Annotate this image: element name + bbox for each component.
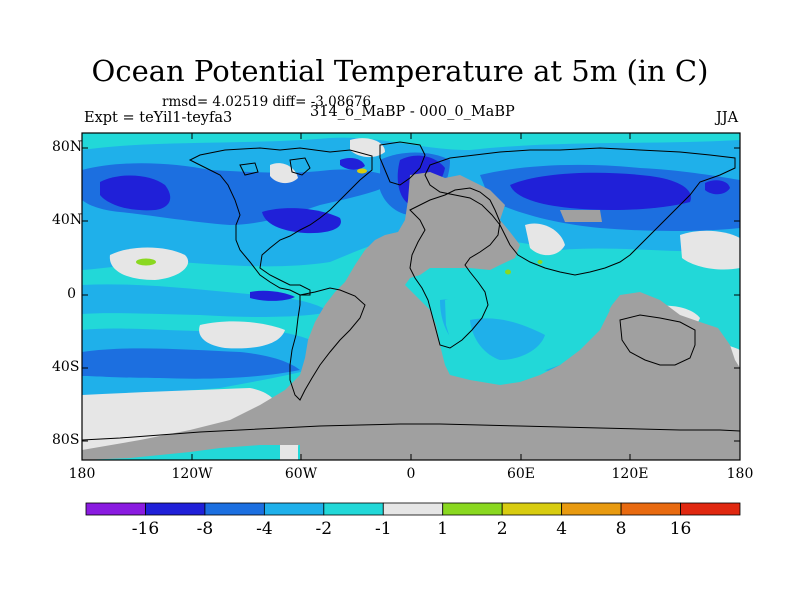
anomaly-spot-plus2-north: [357, 168, 367, 174]
colorbar-swatch: [620, 502, 681, 516]
lat-tick-label: 80S: [52, 432, 80, 448]
map-field: [82, 133, 740, 460]
coastline-antarctica: [82, 423, 740, 441]
season-label: JJA: [716, 110, 739, 126]
coastline-greenland: [379, 141, 426, 186]
colorbar-tick-label: -16: [131, 519, 160, 539]
anomaly-region-neutral-mid-east: [525, 223, 565, 256]
lat-tick-label: 0: [67, 286, 76, 302]
colorbar-swatch: [145, 502, 206, 516]
coastline-arctic-islands: [239, 157, 311, 176]
anomaly-spot-plus2-pac: [136, 258, 156, 266]
colorbar-tick-label: 4: [556, 519, 568, 539]
colorbar-tick-label: -4: [256, 519, 273, 539]
anomaly-region-minus4-npac: [82, 163, 400, 225]
anomaly-region-minus8-far-east: [705, 180, 730, 195]
colorbar-swatch: [85, 502, 146, 516]
lon-tick-label: 120E: [611, 466, 649, 482]
lat-tick-marks: [82, 147, 740, 442]
land-mass-south-block: [660, 362, 710, 382]
chart-title: Ocean Potential Temperature at 5m (in C): [91, 54, 709, 88]
anomaly-region-minus8-arctic: [340, 158, 365, 170]
colorbar: [85, 502, 741, 516]
colorbar-tick-label: 16: [669, 519, 692, 539]
anomaly-region-neutral-npac-east: [680, 230, 740, 270]
land-mass-interior-ocean-shade: [470, 318, 545, 360]
coastline-south-america: [289, 287, 366, 401]
land-mass-antarctic-strip: [300, 418, 740, 445]
lat-tick-label: 40N: [52, 212, 83, 228]
colorbar-tick-label: -1: [374, 519, 392, 539]
land-mass-east-block: [560, 210, 602, 222]
colorbar-tick-label: 8: [615, 519, 627, 539]
anomaly-spot-plus2-east2: [537, 260, 543, 264]
colorbar-swatch: [204, 502, 265, 516]
coastline-north-america: [188, 147, 373, 296]
lat-tick-label: 80N: [52, 139, 83, 155]
colorbar-swatch: [442, 502, 503, 516]
anomaly-region-minus8-npac-mid: [262, 208, 341, 234]
colorbar-swatch: [561, 502, 622, 516]
lat-tick-label: 40S: [52, 359, 80, 375]
colorbar-swatch: [501, 502, 563, 516]
colorbar-swatch: [263, 502, 325, 516]
anomaly-region-minus2-pacific-eq: [82, 284, 330, 317]
lon-tick-label: 60E: [506, 466, 536, 482]
colorbar-tick-label: -8: [196, 519, 214, 539]
anomaly-region-neutral-southern: [82, 388, 277, 458]
colorbar-swatch: [680, 502, 741, 516]
lon-tick-label: 0: [406, 466, 416, 482]
period-label: 314_6_MaBP - 000_0_MaBP: [310, 104, 515, 120]
coastline-eurasia-north: [424, 147, 736, 276]
anomaly-region-minus4-south: [82, 348, 300, 379]
colorbar-tick-label: -2: [315, 519, 333, 539]
coastline-europe-africa: [409, 187, 501, 349]
lon-tick-label: 60W: [284, 466, 318, 482]
lon-tick-marks: [81, 133, 741, 460]
coastlines: [82, 141, 740, 441]
anomaly-region-neutral-south-pac: [199, 321, 285, 349]
anomaly-spot-plus2-east: [505, 269, 511, 275]
experiment-label: Expt = teYil1-teyfa3: [84, 110, 233, 126]
lon-tick-label: 120W: [171, 466, 213, 482]
stats-text: rmsd= 4.02519 diff= -3.08676: [162, 94, 372, 110]
colorbar-tick-label: 2: [496, 519, 508, 539]
anomaly-region-minus8-eq: [250, 290, 295, 301]
colorbar-swatch: [323, 502, 384, 516]
land-mass-north-block: [440, 190, 475, 215]
colorbar-tick-label: 1: [437, 519, 449, 539]
colorbar-swatch: [382, 502, 444, 516]
anomaly-region-minus8-npac: [100, 175, 171, 211]
lon-tick-label: 180: [726, 466, 754, 482]
anomaly-region-minus8-npac-east: [510, 172, 691, 210]
land-mass-main: [82, 172, 740, 460]
lon-tick-label: 180: [68, 466, 96, 482]
coastline-australia: [619, 314, 696, 366]
